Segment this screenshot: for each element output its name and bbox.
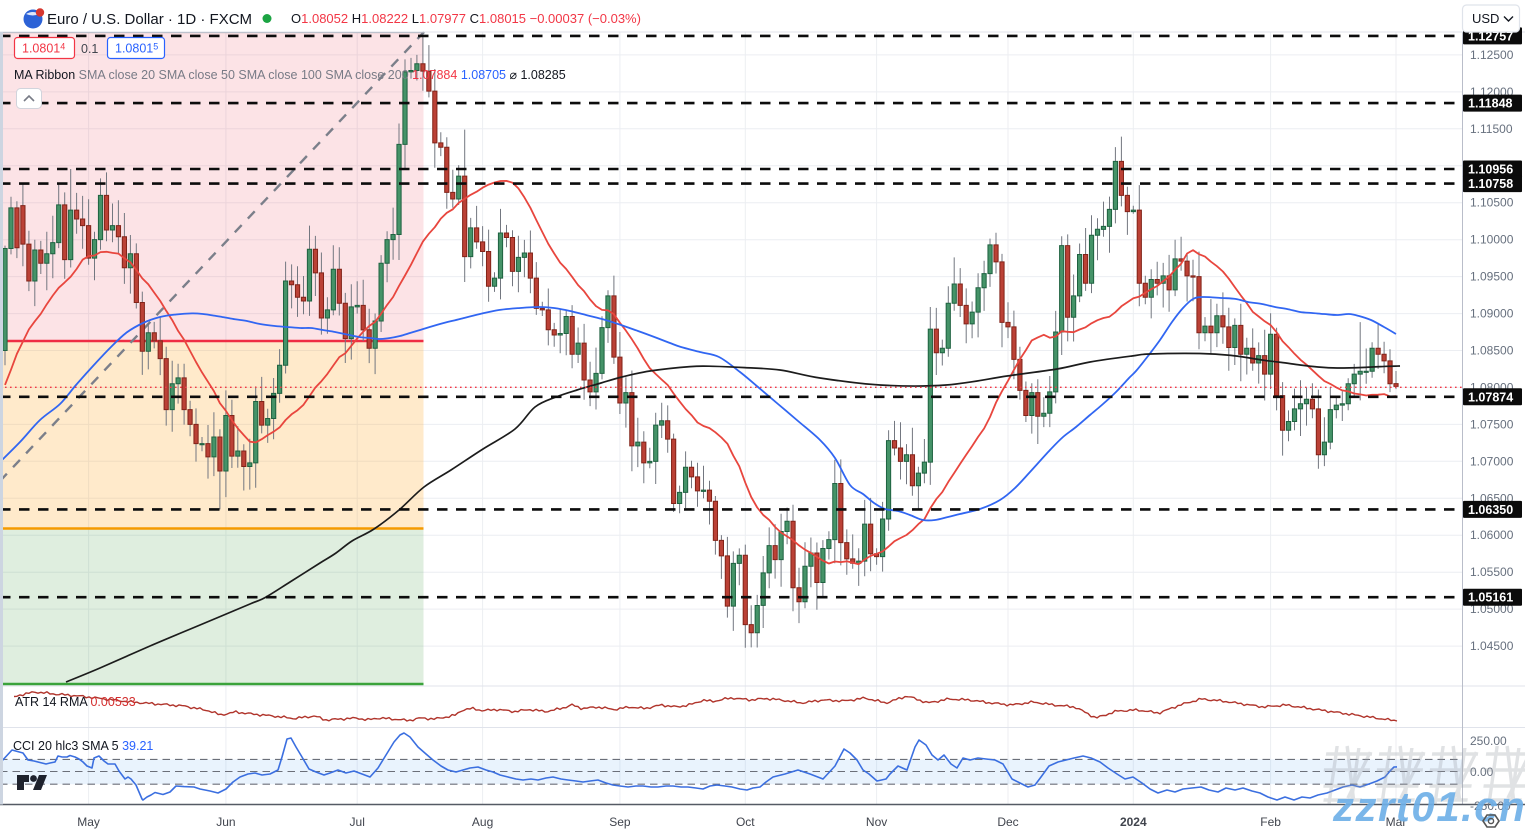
svg-text:USD: USD <box>1472 11 1499 26</box>
svg-text:Euro / U.S. Dollar · 1D · FXCM: Euro / U.S. Dollar · 1D · FXCM <box>47 11 252 28</box>
svg-text:Dec: Dec <box>997 815 1018 829</box>
svg-text:Oct: Oct <box>736 815 755 829</box>
svg-text:Aug: Aug <box>472 815 493 829</box>
svg-text:1.08015: 1.08015 <box>115 42 158 56</box>
svg-text:May: May <box>77 815 100 829</box>
svg-text:1.10956: 1.10956 <box>1468 163 1513 177</box>
svg-text:1.06000: 1.06000 <box>1470 528 1514 542</box>
svg-text:ATR 14 RMA 0.00533: ATR 14 RMA 0.00533 <box>15 695 136 709</box>
svg-text:2024: 2024 <box>1120 815 1147 829</box>
svg-text:1.07000: 1.07000 <box>1470 454 1514 468</box>
svg-text:1.05500: 1.05500 <box>1470 565 1514 579</box>
svg-text:1.09000: 1.09000 <box>1470 307 1514 321</box>
svg-text:1.05161: 1.05161 <box>1468 591 1513 605</box>
svg-text:Jul: Jul <box>350 815 365 829</box>
svg-text:Sep: Sep <box>609 815 631 829</box>
svg-text:1.10758: 1.10758 <box>1468 177 1513 191</box>
svg-text:zzrt01.cn: zzrt01.cn <box>1332 783 1525 830</box>
svg-text:0.00: 0.00 <box>1470 765 1494 779</box>
svg-text:Jun: Jun <box>216 815 235 829</box>
svg-text:1.10500: 1.10500 <box>1470 196 1514 210</box>
svg-text:Mar: Mar <box>1386 815 1407 829</box>
svg-text:1.12757: 1.12757 <box>1468 29 1513 43</box>
svg-text:1.11500: 1.11500 <box>1470 122 1513 136</box>
svg-text:1.10000: 1.10000 <box>1470 233 1514 247</box>
svg-text:0.1: 0.1 <box>81 42 98 56</box>
svg-text:CCI 20 hlc3 SMA 5 39.21: CCI 20 hlc3 SMA 5 39.21 <box>13 739 153 753</box>
svg-text:O1.08052 H1.08222 L1.07977 C1.: O1.08052 H1.08222 L1.07977 C1.08015 −0.0… <box>291 11 641 26</box>
svg-text:-250.00: -250.00 <box>1470 799 1511 813</box>
svg-text:Feb: Feb <box>1260 815 1281 829</box>
svg-text:1.11848: 1.11848 <box>1468 97 1513 111</box>
svg-text:Nov: Nov <box>866 815 887 829</box>
svg-text:250.00: 250.00 <box>1470 734 1507 748</box>
svg-text:1.07500: 1.07500 <box>1470 417 1514 431</box>
svg-text:1.09500: 1.09500 <box>1470 270 1514 284</box>
svg-text:1.06350: 1.06350 <box>1468 503 1513 517</box>
svg-text:1.08500: 1.08500 <box>1470 344 1514 358</box>
svg-text:1.08014: 1.08014 <box>22 42 65 56</box>
svg-text:MA Ribbon SMA close 20 SMA clo: MA Ribbon SMA close 20 SMA close 50 SMA … <box>14 68 566 82</box>
svg-text:1.04500: 1.04500 <box>1470 639 1514 653</box>
svg-text:1.07874: 1.07874 <box>1468 390 1513 404</box>
svg-text:1.12500: 1.12500 <box>1470 48 1514 62</box>
